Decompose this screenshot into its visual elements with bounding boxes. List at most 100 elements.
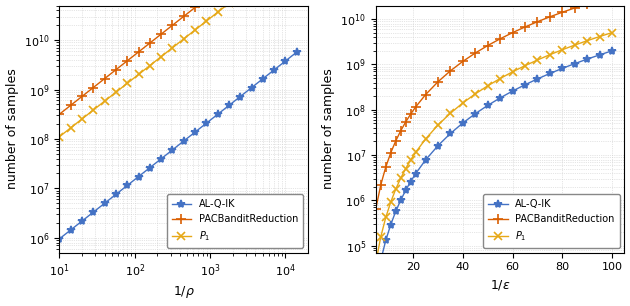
Legend: AL-Q-IK, PACBanditReduction, $P_1$: AL-Q-IK, PACBanditReduction, $P_1$ (483, 194, 619, 248)
AL-Q-IK (559, 67, 566, 70)
PACBanditReduction (402, 120, 410, 124)
$P_1$ (459, 101, 467, 105)
PACBanditReduction (135, 50, 142, 54)
PACBanditReduction (192, 6, 199, 9)
$P_1$ (397, 176, 404, 180)
Y-axis label: number of samples: number of samples (322, 69, 335, 189)
$P_1$ (471, 92, 479, 96)
$P_1$ (89, 108, 97, 112)
$P_1$ (402, 167, 410, 170)
AL-Q-IK (78, 219, 86, 223)
PACBanditReduction (372, 207, 380, 211)
AL-Q-IK (471, 112, 479, 116)
AL-Q-IK (397, 198, 404, 202)
$P_1$ (158, 55, 165, 58)
PACBanditReduction (471, 51, 479, 55)
PACBanditReduction (571, 6, 578, 10)
PACBanditReduction (180, 15, 188, 18)
$P_1$ (203, 19, 210, 23)
PACBanditReduction (534, 20, 541, 24)
PACBanditReduction (509, 31, 517, 35)
$P_1$ (123, 81, 131, 85)
AL-Q-IK (236, 95, 244, 99)
PACBanditReduction (112, 68, 120, 72)
$P_1$ (377, 235, 384, 239)
AL-Q-IK (387, 223, 394, 226)
AL-Q-IK (55, 237, 63, 241)
PACBanditReduction (559, 10, 566, 14)
PACBanditReduction (169, 24, 176, 27)
$P_1$ (412, 151, 420, 154)
AL-Q-IK (101, 201, 108, 205)
X-axis label: $1/\rho$: $1/\rho$ (173, 285, 195, 300)
PACBanditReduction (377, 183, 384, 187)
$P_1$ (112, 90, 120, 94)
Line: AL-Q-IK: AL-Q-IK (55, 48, 301, 243)
PACBanditReduction (496, 37, 504, 41)
AL-Q-IK (293, 50, 301, 54)
PACBanditReduction (78, 95, 86, 98)
$P_1$ (407, 158, 415, 162)
$P_1$ (509, 70, 517, 74)
$P_1$ (55, 135, 63, 139)
AL-Q-IK (392, 210, 399, 213)
AL-Q-IK (259, 77, 266, 80)
PACBanditReduction (583, 2, 591, 6)
Legend: AL-Q-IK, PACBanditReduction, $P_1$: AL-Q-IK, PACBanditReduction, $P_1$ (167, 194, 303, 248)
$P_1$ (421, 137, 429, 141)
AL-Q-IK (496, 96, 504, 100)
$P_1$ (559, 48, 566, 52)
PACBanditReduction (158, 32, 165, 36)
PACBanditReduction (67, 103, 74, 107)
AL-Q-IK (571, 62, 578, 65)
AL-Q-IK (509, 89, 517, 93)
$P_1$ (392, 187, 399, 191)
PACBanditReduction (596, 0, 604, 2)
$P_1$ (534, 58, 541, 62)
AL-Q-IK (402, 188, 410, 192)
AL-Q-IK (421, 158, 429, 162)
AL-Q-IK (282, 59, 289, 63)
AL-Q-IK (248, 86, 255, 89)
$P_1$ (484, 84, 491, 88)
$P_1$ (447, 111, 454, 115)
AL-Q-IK (583, 57, 591, 61)
$P_1$ (434, 123, 442, 127)
AL-Q-IK (192, 130, 199, 134)
PACBanditReduction (546, 15, 554, 19)
$P_1$ (596, 35, 604, 38)
AL-Q-IK (112, 192, 120, 196)
AL-Q-IK (158, 157, 165, 161)
$P_1$ (382, 216, 389, 219)
X-axis label: $1/\epsilon$: $1/\epsilon$ (490, 278, 510, 292)
PACBanditReduction (382, 165, 389, 169)
$P_1$ (225, 2, 232, 5)
AL-Q-IK (407, 180, 415, 183)
AL-Q-IK (546, 72, 554, 75)
AL-Q-IK (214, 113, 221, 116)
AL-Q-IK (382, 239, 389, 242)
AL-Q-IK (135, 175, 142, 178)
AL-Q-IK (372, 285, 380, 289)
PACBanditReduction (397, 129, 404, 133)
Line: PACBanditReduction: PACBanditReduction (371, 0, 617, 214)
$P_1$ (146, 64, 154, 67)
PACBanditReduction (387, 151, 394, 155)
Line: $P_1$: $P_1$ (372, 28, 616, 267)
Line: PACBanditReduction: PACBanditReduction (55, 0, 302, 119)
AL-Q-IK (270, 68, 278, 72)
PACBanditReduction (459, 60, 467, 63)
AL-Q-IK (534, 77, 541, 81)
$P_1$ (67, 126, 74, 130)
$P_1$ (372, 261, 380, 264)
AL-Q-IK (412, 172, 420, 176)
AL-Q-IK (225, 104, 232, 107)
$P_1$ (78, 117, 86, 121)
AL-Q-IK (123, 184, 131, 187)
AL-Q-IK (67, 228, 74, 232)
AL-Q-IK (377, 258, 384, 262)
$P_1$ (169, 46, 176, 50)
AL-Q-IK (89, 210, 97, 214)
$P_1$ (214, 10, 221, 14)
AL-Q-IK (608, 49, 616, 53)
